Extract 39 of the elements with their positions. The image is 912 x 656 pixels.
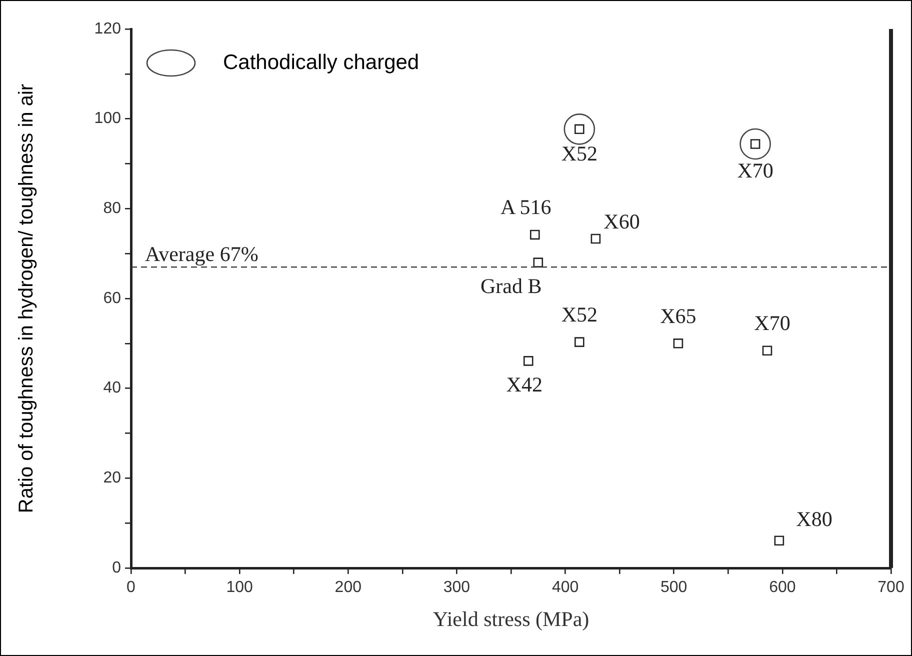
y-tick-label: 40 [103, 380, 122, 397]
point [533, 258, 544, 268]
y-tick-label: 60 [103, 290, 122, 307]
point [740, 128, 771, 160]
annotation: A 516 [500, 195, 552, 220]
annotation: X42 [506, 372, 542, 396]
annotation: X65 [660, 304, 696, 328]
x-tick-label: 700 [878, 579, 904, 596]
x-tick-label: 300 [443, 579, 470, 596]
point [530, 230, 540, 240]
annotation: X52 [561, 302, 598, 327]
annotation: X60 [604, 209, 640, 234]
ref-line-label: Average 67% [145, 242, 258, 266]
annotation: X80 [796, 507, 832, 532]
y-tick-label: 100 [94, 110, 122, 128]
x-tick-label: 400 [552, 579, 579, 596]
x-tick-label: 100 [226, 579, 254, 596]
y-tick-label: 20 [103, 470, 122, 487]
point [574, 337, 584, 347]
point [523, 356, 534, 366]
y-tick-label: 120 [94, 20, 122, 38]
x-tick-label: 500 [660, 579, 688, 596]
point [762, 346, 772, 356]
x-axis-title: Yield stress (MPa) [432, 606, 590, 631]
annotation: X52 [561, 142, 598, 166]
point [590, 234, 601, 244]
point [564, 114, 596, 145]
annotation: X70 [754, 311, 790, 336]
annotation: X70 [737, 158, 774, 182]
y-tick-label: 80 [103, 200, 122, 218]
legend-label: Cathodically charged [223, 50, 420, 74]
x-tick-label: 600 [769, 579, 796, 596]
y-tick-label: 0 [112, 559, 122, 576]
point [673, 338, 684, 348]
x-tick-label: 200 [334, 579, 362, 596]
x-tick-label: 0 [126, 579, 136, 596]
point [774, 536, 784, 546]
y-axis-title: Ratio of toughness in hydrogen/ toughness in air [16, 84, 38, 514]
annotation: Grad B [480, 274, 542, 298]
